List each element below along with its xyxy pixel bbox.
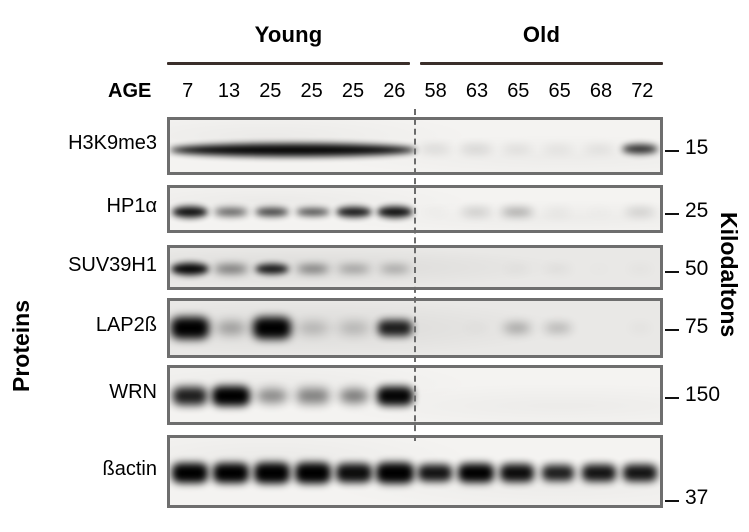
axis-title-proteins: Proteins — [8, 299, 34, 392]
band-row5-lane9 — [500, 463, 535, 482]
mw-label-0: 15 — [685, 136, 709, 160]
age-value-lane-6: 26 — [383, 80, 406, 102]
band-row4-lane3 — [256, 389, 289, 404]
band-row3-lane8 — [464, 325, 489, 331]
band-row2-lane3 — [255, 264, 290, 275]
mw-label-2: 50 — [685, 256, 709, 280]
blot-panel-5 — [167, 435, 663, 508]
age-value-lane-7: 58 — [424, 80, 447, 102]
band-row5-lane3 — [254, 462, 291, 484]
mw-label-5: 37 — [685, 486, 709, 509]
band-row3-lane12 — [628, 325, 651, 331]
band-row0-lane10 — [542, 147, 573, 152]
band-row5-lane6 — [375, 462, 414, 484]
mw-label-1: 25 — [685, 198, 709, 222]
mw-tick-1 — [665, 212, 679, 215]
band-row4-lane2 — [212, 386, 251, 407]
band-row3-lane9 — [503, 323, 532, 333]
group-label-old: Old — [522, 22, 561, 47]
band-row3-lane1 — [171, 317, 210, 339]
band-row4-lane4 — [296, 388, 329, 404]
band-row2-lane5 — [337, 266, 370, 273]
band-row1-lane6 — [376, 206, 413, 218]
band-row1-lane5 — [335, 206, 372, 217]
mw-tick-3 — [665, 329, 679, 331]
band-row2-lane12 — [626, 267, 653, 272]
group-rule-young — [167, 62, 410, 65]
band-row5-lane2 — [213, 462, 250, 483]
band-row5-lane5 — [335, 463, 372, 483]
band-row3-lane3 — [253, 317, 292, 339]
band-row2-lane2 — [214, 265, 249, 274]
protein-label-1: HP1α — [106, 195, 157, 217]
band-row3-lane6 — [377, 320, 412, 336]
band-row1-lane3 — [255, 207, 290, 216]
band-row3-lane5 — [338, 322, 369, 334]
band-row1-lane10 — [544, 209, 571, 214]
age-value-lane-11: 68 — [589, 80, 613, 102]
band-row3-lane4 — [297, 322, 328, 334]
blot-film-background — [170, 438, 660, 505]
band-row0-lane7 — [419, 146, 452, 152]
protein-label-4: WRN — [109, 381, 157, 403]
band-row2-lane6 — [379, 266, 410, 273]
band-row0-lane12 — [621, 144, 658, 154]
band-row0-lane8 — [460, 146, 493, 152]
band-row2-lane1 — [171, 263, 210, 276]
band-row3-lane2 — [216, 322, 247, 334]
age-value-lane-2: 13 — [217, 80, 241, 102]
band-row2-lane9 — [504, 267, 531, 272]
band-row5-lane12 — [622, 464, 657, 482]
band-row5-lane1 — [172, 462, 209, 483]
band-row1-lane11 — [586, 210, 611, 214]
band-row5-lane7 — [418, 464, 453, 482]
axis-title-kilodaltons: Kilodaltons — [716, 212, 742, 338]
age-value-lane-5: 25 — [341, 80, 365, 102]
age-value-lane-8: 63 — [465, 80, 489, 102]
protein-label-2: SUV39H1 — [68, 253, 157, 276]
band-row1-lane1 — [172, 206, 209, 218]
band-row2-lane4 — [296, 265, 329, 273]
mw-label-3: 75 — [685, 315, 709, 338]
mw-label-4: 150 — [685, 383, 721, 407]
band-row5-lane10 — [541, 464, 574, 481]
band-row0-lane11 — [583, 147, 614, 152]
mw-tick-4 — [665, 397, 679, 400]
age-value-lane-12: 72 — [631, 80, 654, 102]
band-row5-lane11 — [581, 464, 616, 482]
band-row1-lane2 — [214, 208, 249, 216]
band-row2-lane11 — [587, 267, 610, 271]
group-rule-old — [420, 62, 663, 65]
band-row3-lane10 — [543, 324, 572, 332]
age-value-lane-1: 7 — [182, 80, 194, 102]
band-smear-young — [170, 143, 417, 157]
protein-label-3: LAP2ß — [95, 314, 157, 336]
band-row1-lane8 — [461, 209, 492, 215]
age-value-lane-3: 25 — [259, 80, 282, 102]
age-value-lane-9: 65 — [507, 80, 530, 102]
mw-tick-0 — [665, 150, 679, 153]
band-row1-lane4 — [295, 208, 330, 216]
mw-tick-2 — [665, 270, 679, 273]
band-row4-lane6 — [376, 386, 413, 406]
young-old-divider — [414, 109, 416, 441]
group-label-young: Young — [254, 22, 323, 47]
band-row5-lane4 — [294, 462, 331, 484]
band-row0-lane9 — [502, 147, 533, 152]
band-row1-lane7 — [422, 209, 449, 214]
age-row-title: AGE — [108, 80, 152, 102]
mw-tick-5 — [665, 500, 679, 502]
age-value-lane-10: 65 — [548, 80, 571, 102]
band-row1-lane9 — [501, 208, 534, 215]
band-row4-lane5 — [338, 389, 369, 404]
protein-label-0: H3K9me3 — [68, 132, 157, 154]
band-row2-lane10 — [543, 267, 572, 272]
band-row4-lane1 — [173, 387, 208, 406]
band-row1-lane12 — [624, 209, 655, 215]
band-row5-lane8 — [458, 463, 495, 483]
age-value-lane-4: 25 — [300, 80, 323, 102]
protein-label-5: ßactin — [102, 457, 157, 480]
